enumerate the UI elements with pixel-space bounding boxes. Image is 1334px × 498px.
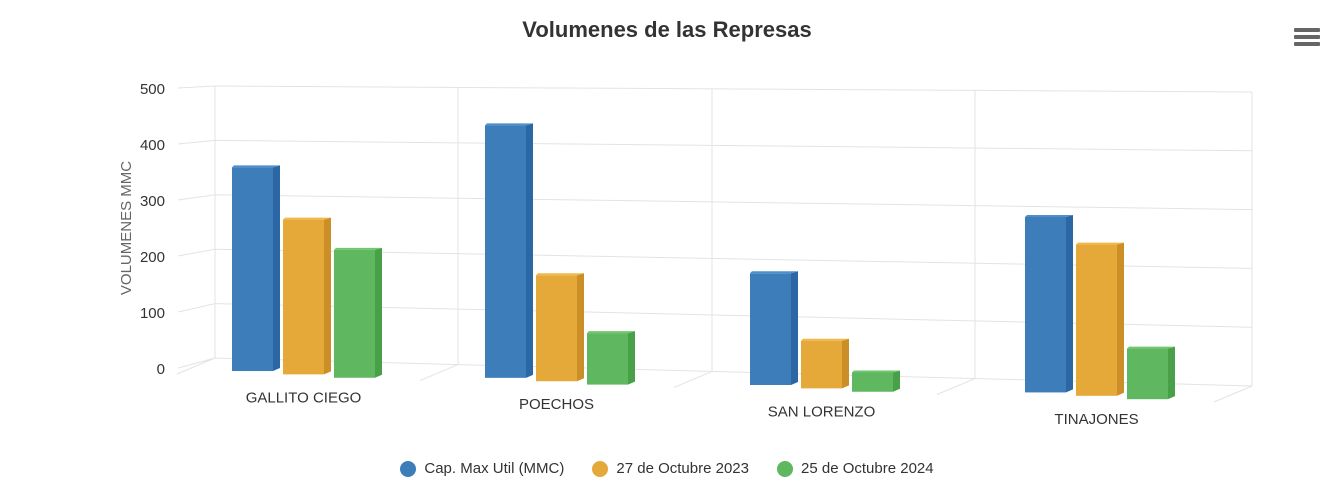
chart-plot-area: 0 100 200 300 400 500 VOLUMENES MMC GALLITO CIE… [118, 81, 1253, 428]
y-tick-label: 0 [157, 361, 165, 378]
x-category-label: SAN LORENZO [768, 403, 876, 420]
bar-2-0[interactable]: GALLITO CIEGO — 25 de Octubre 2024: 228 [334, 247, 382, 378]
bar-2-2[interactable]: SAN LORENZO — 25 de Octubre 2024: 33 [852, 370, 900, 392]
y-tick-label: 100 [140, 305, 165, 322]
bar-2-3[interactable]: TINAJONES — 25 de Octubre 2024: 85 [1127, 346, 1175, 400]
bar-1-2[interactable]: SAN LORENZO — 27 de Octubre 2023: 82 [801, 338, 849, 389]
chart-title: Volumenes de las Represas [522, 17, 812, 42]
bar-0-1[interactable]: POECHOS — Cap. Max Util (MMC): 445 [485, 123, 533, 378]
y-tick-label: 400 [140, 137, 165, 154]
bar-1-1[interactable]: POECHOS — 27 de Octubre 2023: 186 [536, 273, 584, 382]
bar-1-3[interactable]: TINAJONES — 27 de Octubre 2023: 255 [1076, 242, 1124, 396]
y-tick-label: 500 [140, 81, 165, 98]
chart-menu-button[interactable] [1294, 28, 1320, 52]
bar-0-3[interactable]: TINAJONES — Cap. Max Util (MMC): 297 [1025, 214, 1073, 393]
y-axis-title: VOLUMENES MMC [118, 161, 135, 295]
legend-item-2[interactable]: 25 de Octubre 2024 [777, 460, 934, 477]
grid-line [214, 194, 1253, 211]
legend-label: Cap. Max Util (MMC) [424, 460, 565, 477]
legend-item-0[interactable]: Cap. Max Util (MMC) [400, 460, 564, 477]
hamburger-menu-icon [1294, 28, 1320, 46]
chart-legend: Cap. Max Util (MMC) 27 de Octubre 2023 25 … [0, 460, 1334, 477]
bar-0-2[interactable]: SAN LORENZO — Cap. Max Util (MMC): 193 [750, 271, 798, 385]
legend-item-1[interactable]: 27 de Octubre 2023 [592, 460, 749, 477]
legend-label: 25 de Octubre 2024 [801, 460, 934, 477]
bar-1-0[interactable]: GALLITO CIEGO — 27 de Octubre 2023: 277 [283, 217, 331, 375]
y-tick-label: 200 [140, 249, 165, 266]
grid-line [214, 85, 1253, 93]
x-category-label: POECHOS [519, 396, 594, 413]
grid-line [214, 139, 1253, 152]
legend-marker-icon [400, 460, 417, 477]
bar-0-0[interactable]: GALLITO CIEGO — Cap. Max Util (MMC): 366 [232, 165, 280, 372]
legend-marker-icon [777, 460, 793, 477]
y-tick-label: 300 [140, 193, 165, 210]
legend-marker-icon [592, 460, 609, 477]
legend-label: 27 de Octubre 2023 [616, 460, 749, 477]
x-category-label: TINAJONES [1054, 411, 1138, 428]
bar-2-1[interactable]: POECHOS — 25 de Octubre 2024: 90 [587, 331, 635, 385]
x-category-label: GALLITO CIEGO [246, 389, 362, 406]
